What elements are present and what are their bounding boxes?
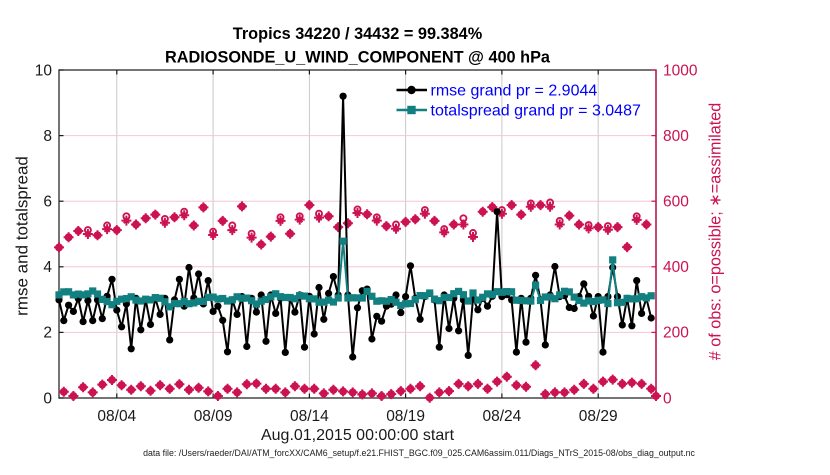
svg-text:data file: /Users/raeder/DAI/A: data file: /Users/raeder/DAI/ATM_forcXX/… bbox=[143, 448, 695, 458]
svg-text:rmse and totalspread: rmse and totalspread bbox=[13, 156, 32, 316]
svg-text:0: 0 bbox=[663, 390, 672, 407]
svg-text:08/09: 08/09 bbox=[194, 408, 233, 425]
svg-text:2: 2 bbox=[43, 325, 52, 342]
svg-text:08/29: 08/29 bbox=[579, 408, 618, 425]
svg-text:08/19: 08/19 bbox=[386, 408, 425, 425]
svg-text:Tropics 34220 / 34432 = 99.384: Tropics 34220 / 34432 = 99.384% bbox=[233, 25, 483, 43]
svg-text:8: 8 bbox=[43, 128, 52, 145]
svg-text:# of obs: o=possible; ∗=assimi: # of obs: o=possible; ∗=assimilated bbox=[707, 103, 725, 360]
svg-text:1000: 1000 bbox=[663, 62, 698, 79]
svg-text:200: 200 bbox=[663, 325, 689, 342]
svg-text:6: 6 bbox=[43, 194, 52, 211]
svg-text:RADIOSONDE_U_WIND_COMPONENT @: RADIOSONDE_U_WIND_COMPONENT @ 400 hPa bbox=[165, 49, 551, 67]
svg-text:0: 0 bbox=[43, 390, 52, 407]
svg-text:08/04: 08/04 bbox=[97, 408, 136, 425]
svg-text:4: 4 bbox=[43, 259, 52, 276]
svg-text:Aug.01,2015 00:00:00 start: Aug.01,2015 00:00:00 start bbox=[261, 427, 455, 444]
svg-text:10: 10 bbox=[35, 62, 53, 79]
svg-text:800: 800 bbox=[663, 128, 689, 145]
svg-text:400: 400 bbox=[663, 259, 689, 276]
svg-text:rmse grand pr = 2.9044: rmse grand pr = 2.9044 bbox=[431, 83, 598, 100]
svg-text:totalspread grand pr = 3.0487: totalspread grand pr = 3.0487 bbox=[431, 103, 641, 120]
svg-text:08/24: 08/24 bbox=[483, 408, 522, 425]
svg-text:600: 600 bbox=[663, 194, 689, 211]
svg-text:08/14: 08/14 bbox=[290, 408, 329, 425]
